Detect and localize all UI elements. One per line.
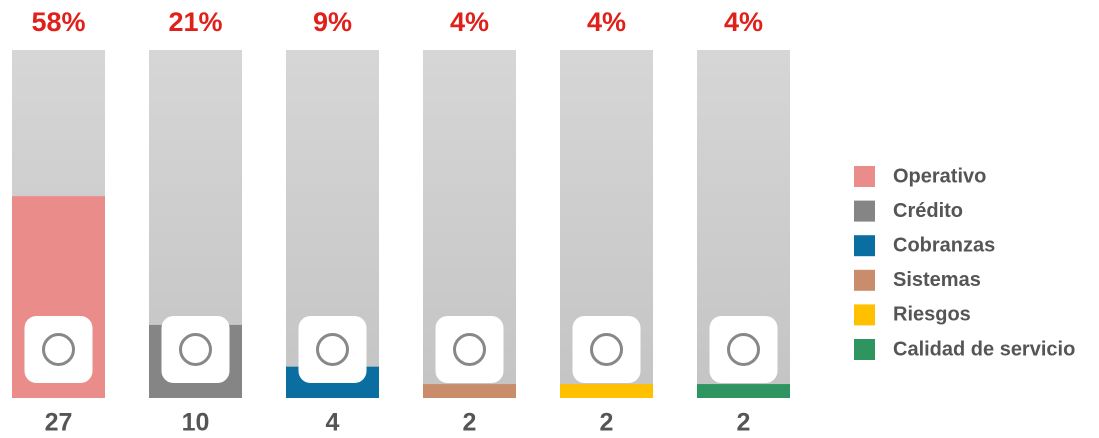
percent-label: 58% xyxy=(31,7,85,37)
icon-box xyxy=(572,316,641,383)
percent-label: 4% xyxy=(724,7,763,37)
percent-label: 4% xyxy=(587,7,626,37)
icon xyxy=(179,333,212,366)
icon-box xyxy=(709,316,778,383)
legend-label: Operativo xyxy=(893,165,986,187)
icon xyxy=(316,333,349,366)
legend-swatch xyxy=(854,339,875,360)
bar xyxy=(560,384,653,398)
legend-swatch xyxy=(854,304,875,326)
icon-box xyxy=(24,316,93,383)
icon xyxy=(453,333,486,366)
legend-label: Calidad de servicio xyxy=(893,338,1075,360)
count-label: 2 xyxy=(463,409,477,437)
icon-box xyxy=(298,316,367,383)
count-label: 2 xyxy=(737,409,751,437)
icon-box xyxy=(161,316,230,383)
count-label: 10 xyxy=(182,409,210,437)
legend-swatch xyxy=(854,269,875,291)
percent-label: 4% xyxy=(450,7,489,37)
percent-label: 9% xyxy=(313,7,352,37)
legend-label: Riesgos xyxy=(893,304,971,326)
icon xyxy=(42,333,75,366)
legend-swatch xyxy=(854,200,875,222)
count-label: 4 xyxy=(326,409,340,437)
count-label: 27 xyxy=(45,409,73,437)
legend-swatch xyxy=(854,166,875,187)
icon xyxy=(727,333,760,366)
legend-label: Cobranzas xyxy=(893,234,995,256)
legend-swatch xyxy=(854,235,875,257)
count-label: 2 xyxy=(600,409,614,437)
legend-label: Crédito xyxy=(893,200,963,222)
bar xyxy=(423,384,516,398)
percent-label: 21% xyxy=(168,7,222,37)
icon-box xyxy=(435,316,504,383)
bar xyxy=(697,384,790,398)
icon xyxy=(590,333,623,366)
legend-label: Sistemas xyxy=(893,269,981,291)
